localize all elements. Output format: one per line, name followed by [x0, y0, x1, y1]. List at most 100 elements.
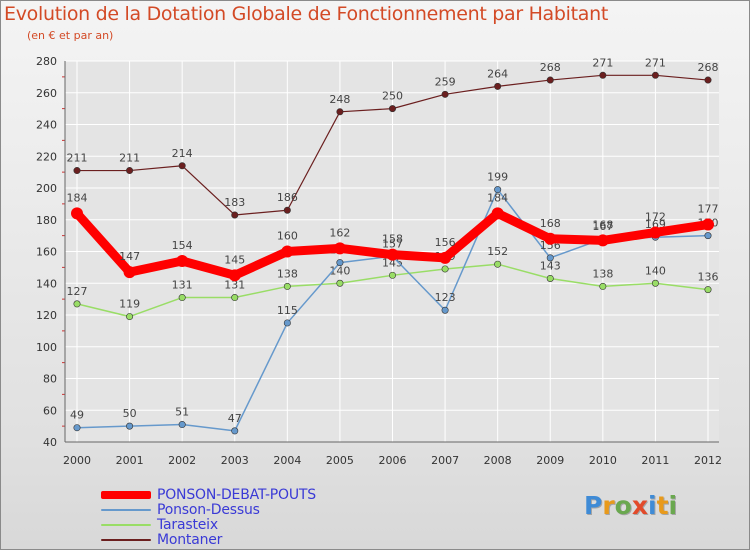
data-label-ponson-dessus: 199 [487, 171, 508, 184]
x-tick-label: 2012 [694, 454, 722, 467]
data-point-ponson-debat-pouts [71, 207, 83, 220]
data-point-montaner [231, 211, 239, 219]
data-label-montaner: 259 [435, 75, 456, 88]
logo-letter: P [584, 491, 603, 520]
y-tick-label: 180 [36, 214, 57, 227]
legend-label: PONSON-DEBAT-POUTS [157, 486, 316, 503]
data-label-ponson-dessus: 51 [175, 406, 189, 419]
data-label-tarasteix: 138 [277, 267, 298, 280]
data-point-tarasteix [178, 294, 186, 302]
y-tick-label: 60 [43, 404, 57, 417]
data-point-montaner [599, 71, 607, 79]
x-tick-label: 2006 [379, 454, 407, 467]
data-point-ponson-dessus [126, 422, 134, 430]
y-tick-label: 120 [36, 309, 57, 322]
data-point-montaner [283, 206, 291, 214]
data-point-ponson-dessus [494, 186, 502, 194]
data-label-tarasteix: 143 [540, 259, 561, 272]
data-label-tarasteix: 131 [172, 279, 193, 292]
data-label-ponson-dessus: 50 [123, 407, 137, 420]
logo-letter: i [668, 491, 678, 520]
data-label-montaner: 271 [645, 56, 666, 69]
data-label-montaner: 211 [67, 152, 88, 165]
data-label-ponson-debat-pouts: 168 [540, 217, 561, 230]
data-label-ponson-debat-pouts: 184 [67, 191, 88, 204]
data-label-ponson-dessus: 115 [277, 304, 298, 317]
data-label-ponson-debat-pouts: 184 [487, 191, 508, 204]
data-label-ponson-debat-pouts: 172 [645, 210, 666, 223]
logo-letter: t [656, 491, 669, 520]
data-label-tarasteix: 152 [487, 245, 508, 258]
legend-label: Ponson-Dessus [157, 501, 260, 518]
y-tick-label: 240 [36, 119, 57, 132]
data-label-ponson-debat-pouts: 162 [329, 226, 350, 239]
data-point-ponson-debat-pouts [649, 226, 662, 239]
y-tick-label: 80 [43, 373, 57, 386]
chart-subtitle: (en € et par an) [27, 29, 114, 42]
data-label-montaner: 268 [540, 61, 561, 74]
data-point-ponson-debat-pouts [281, 245, 294, 258]
data-label-ponson-debat-pouts: 147 [119, 250, 140, 263]
legend-swatch [101, 523, 151, 526]
data-label-montaner: 271 [592, 56, 613, 69]
logo-letter: o [614, 491, 632, 520]
data-point-ponson-debat-pouts [702, 218, 714, 231]
x-tick-label: 2010 [589, 454, 617, 467]
y-tick-label: 140 [36, 277, 57, 290]
y-tick-label: 280 [36, 55, 57, 68]
data-label-montaner: 268 [698, 61, 719, 74]
data-label-tarasteix: 136 [698, 271, 719, 284]
data-label-tarasteix: 131 [224, 279, 245, 292]
x-tick-label: 2008 [484, 454, 512, 467]
data-label-montaner: 248 [329, 93, 350, 106]
legend-label: Montaner [157, 531, 223, 548]
data-label-ponson-dessus: 47 [228, 412, 242, 425]
data-label-montaner: 250 [382, 90, 403, 103]
legend-item: Ponson-Dessus [101, 501, 260, 518]
y-tick-label: 160 [36, 246, 57, 259]
data-point-ponson-debat-pouts [123, 266, 136, 279]
data-point-ponson-dessus [336, 259, 344, 267]
y-tick-label: 220 [36, 150, 57, 163]
data-point-montaner [704, 76, 712, 84]
x-tick-label: 2007 [431, 454, 459, 467]
data-point-montaner [126, 167, 134, 175]
data-label-ponson-debat-pouts: 154 [172, 239, 193, 252]
data-point-tarasteix [546, 274, 554, 282]
data-point-ponson-dessus [546, 254, 554, 262]
data-point-ponson-dessus [231, 427, 239, 435]
data-point-montaner [651, 71, 659, 79]
x-tick-label: 2011 [641, 454, 669, 467]
data-point-tarasteix [651, 279, 659, 287]
data-label-ponson-debat-pouts: 168 [592, 218, 613, 231]
legend-item: PONSON-DEBAT-POUTS [101, 486, 316, 503]
data-point-ponson-debat-pouts [333, 242, 346, 255]
data-point-ponson-debat-pouts [439, 251, 452, 264]
x-tick-label: 2000 [63, 454, 91, 467]
chart-title: Evolution de la Dotation Globale de Fonc… [4, 3, 609, 25]
x-tick-label: 2001 [116, 454, 144, 467]
data-point-tarasteix [599, 282, 607, 290]
legend-label: Tarasteix [157, 516, 218, 533]
data-point-montaner [388, 105, 396, 113]
data-label-montaner: 264 [487, 67, 508, 80]
data-label-ponson-dessus: 49 [70, 409, 84, 422]
x-tick-label: 2004 [273, 454, 301, 467]
data-point-tarasteix [441, 265, 449, 273]
data-label-tarasteix: 145 [382, 256, 403, 269]
logo-letter: i [648, 491, 657, 520]
data-point-ponson-debat-pouts [596, 234, 609, 247]
legend-item: Montaner [101, 531, 223, 548]
y-tick-label: 100 [36, 341, 57, 354]
data-label-ponson-debat-pouts: 145 [224, 253, 245, 266]
data-point-tarasteix [231, 294, 239, 302]
data-label-montaner: 214 [172, 147, 193, 160]
data-point-tarasteix [494, 260, 502, 268]
y-tick-label: 200 [36, 182, 57, 195]
legend-swatch [101, 490, 151, 499]
data-label-ponson-dessus: 157 [382, 237, 403, 250]
data-label-montaner: 211 [119, 152, 140, 165]
data-label-tarasteix: 119 [119, 298, 140, 311]
proxiti-logo: Proxiti [584, 491, 677, 520]
y-tick-label: 260 [36, 87, 57, 100]
